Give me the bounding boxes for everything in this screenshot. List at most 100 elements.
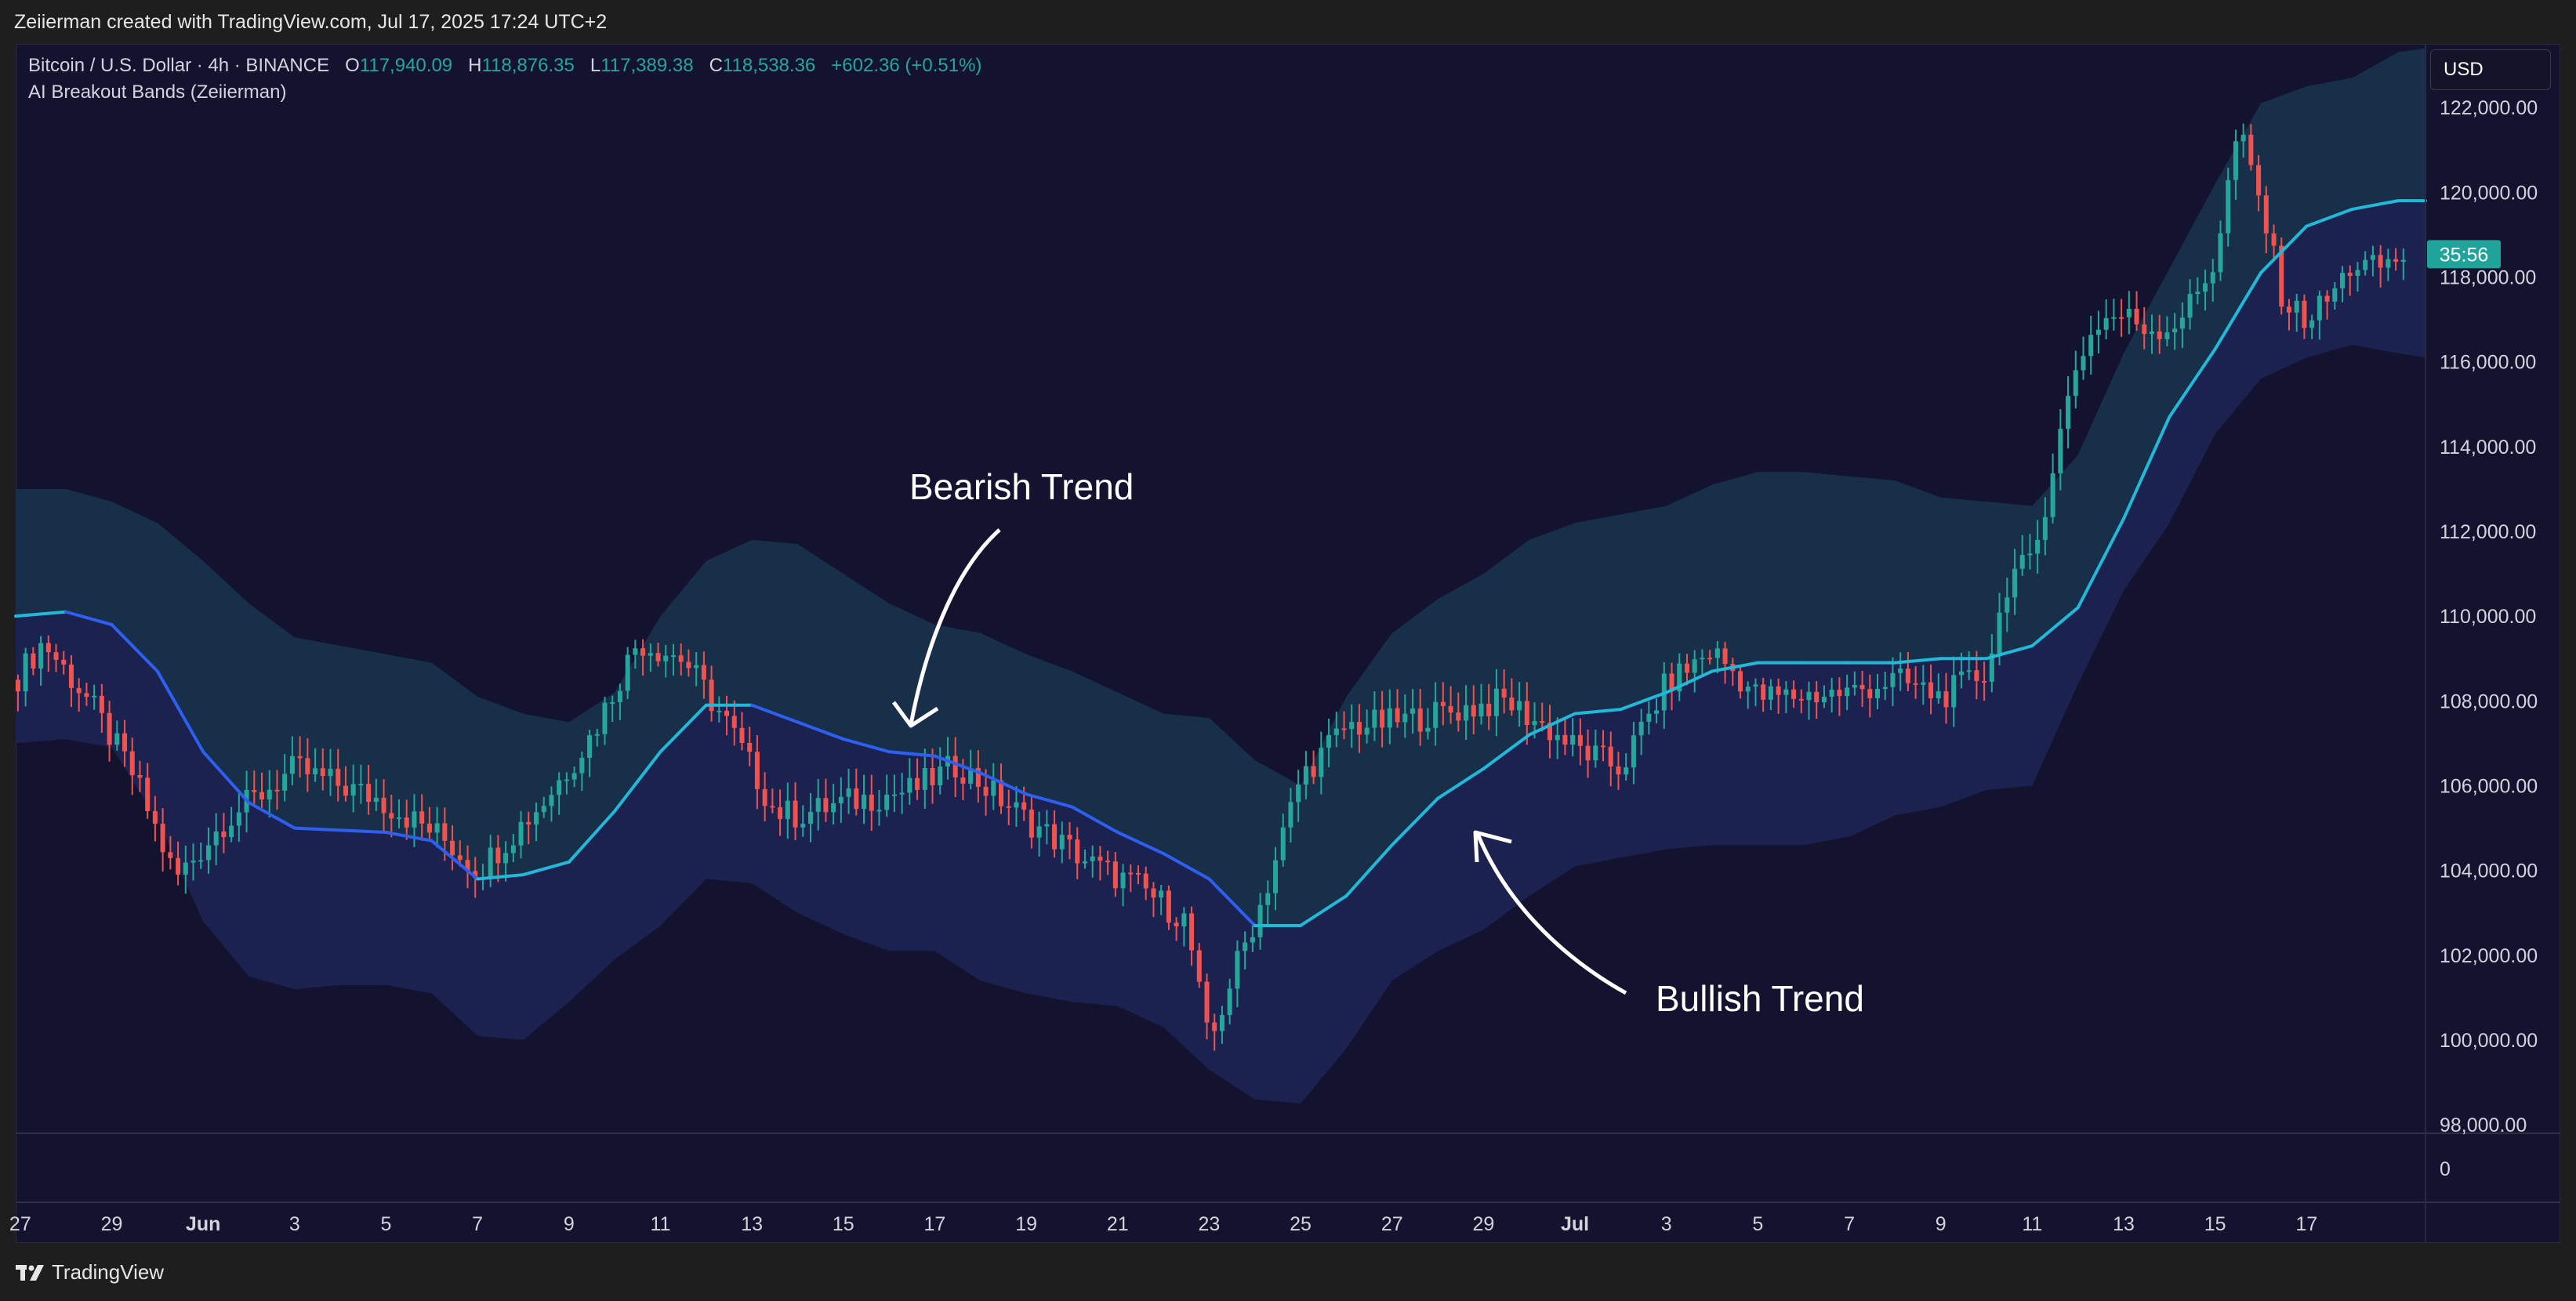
tradingview-brand: TradingView — [52, 1260, 165, 1284]
candle-body — [2400, 259, 2406, 262]
candle — [2172, 313, 2178, 350]
candle — [236, 793, 241, 843]
candle-body — [869, 794, 874, 811]
candle-body — [297, 756, 303, 759]
candle-body — [328, 768, 333, 777]
candle-body — [229, 825, 234, 838]
mid-band-segment — [1664, 669, 1714, 694]
candle — [267, 770, 272, 818]
candle — [518, 810, 524, 859]
mid-band-segment — [1299, 894, 1348, 927]
bullish-trend-label: Bullish Trend — [1656, 978, 1864, 1019]
mid-band-segment — [1711, 661, 1760, 673]
candle-body — [1928, 682, 1934, 699]
candle — [2111, 299, 2117, 331]
mid-band-segment — [841, 737, 891, 754]
candle — [2195, 277, 2200, 305]
candle — [1417, 689, 1423, 746]
candle-body — [999, 780, 1004, 806]
candle-body — [1913, 683, 1918, 685]
candle-body — [450, 840, 455, 856]
candle — [884, 774, 890, 817]
candle — [724, 695, 730, 736]
candle — [1624, 753, 1629, 781]
candle-body — [1966, 670, 1972, 672]
candle — [1189, 906, 1195, 966]
candle-body — [1745, 687, 1751, 692]
candle — [1638, 708, 1644, 756]
candle — [419, 794, 425, 841]
currency-button[interactable]: USD — [2430, 49, 2551, 90]
candle — [1753, 678, 1758, 706]
candle — [1478, 683, 1484, 725]
candle — [68, 654, 74, 707]
candle — [717, 696, 722, 723]
upper-band-area — [16, 48, 2425, 926]
candle-body — [1585, 745, 1591, 761]
mid-band-segment — [1207, 877, 1257, 927]
candle — [2157, 314, 2162, 354]
candle — [633, 640, 638, 669]
candle-body — [2172, 328, 2178, 333]
mid-band-segment — [887, 750, 937, 758]
candle — [2286, 299, 2291, 331]
candle-body — [1006, 806, 1011, 808]
candle-body — [1874, 689, 1881, 698]
candle-body — [1638, 721, 1644, 736]
candle — [145, 763, 151, 819]
candle — [1082, 850, 1087, 869]
candle-body — [2157, 331, 2162, 339]
candle — [2347, 265, 2353, 296]
candle-body — [358, 784, 364, 786]
candle — [1380, 690, 1385, 748]
candle-body — [2210, 272, 2215, 284]
candle — [876, 789, 882, 826]
candle-body — [678, 655, 684, 662]
mid-band-segment — [64, 610, 114, 626]
x-tick-label: 9 — [564, 1213, 575, 1235]
candle-body — [754, 752, 760, 789]
candle — [526, 811, 532, 845]
candle — [53, 643, 59, 672]
candle — [1311, 750, 1316, 785]
candle — [1036, 811, 1042, 857]
candle — [1159, 885, 1164, 915]
candle-body — [313, 768, 318, 774]
y-tick-label: 116,000.00 — [2440, 352, 2536, 374]
candle — [1219, 1006, 1225, 1044]
candle — [831, 784, 836, 825]
candle-body — [1326, 734, 1332, 748]
candle — [1433, 682, 1439, 746]
candle — [731, 700, 737, 746]
candle-body — [2134, 309, 2139, 324]
candle-body — [663, 655, 669, 661]
y-tick-label: 118,000.00 — [2440, 266, 2536, 288]
candle-body — [366, 784, 372, 803]
candle-body — [1303, 766, 1308, 785]
candle-body — [84, 693, 89, 698]
candle — [854, 768, 859, 816]
candle — [2294, 293, 2299, 332]
candle-body — [1852, 684, 1857, 688]
candle — [533, 802, 539, 842]
candle-body — [1798, 698, 1804, 701]
candle — [557, 772, 562, 815]
candle — [1905, 651, 1910, 692]
candle — [1181, 907, 1187, 947]
candle — [2134, 291, 2139, 332]
candle-body — [778, 806, 783, 820]
candle-body — [1333, 728, 1339, 735]
mid-band-segment — [567, 809, 617, 864]
candle-body — [907, 777, 912, 793]
symbol-label[interactable]: Bitcoin / U.S. Dollar · 4h · BINANCE — [28, 55, 330, 76]
mid-band-segment — [2305, 207, 2354, 228]
indicator-label[interactable]: AI Breakout Bands (Zeiierman) — [28, 82, 287, 103]
candle — [2164, 316, 2170, 346]
candle-body — [549, 795, 554, 806]
candle — [1837, 677, 1842, 716]
candle-body — [1151, 888, 1156, 898]
candle — [899, 773, 905, 814]
x-tick-label: 17 — [2295, 1213, 2317, 1235]
x-tick-label: 15 — [833, 1213, 854, 1235]
